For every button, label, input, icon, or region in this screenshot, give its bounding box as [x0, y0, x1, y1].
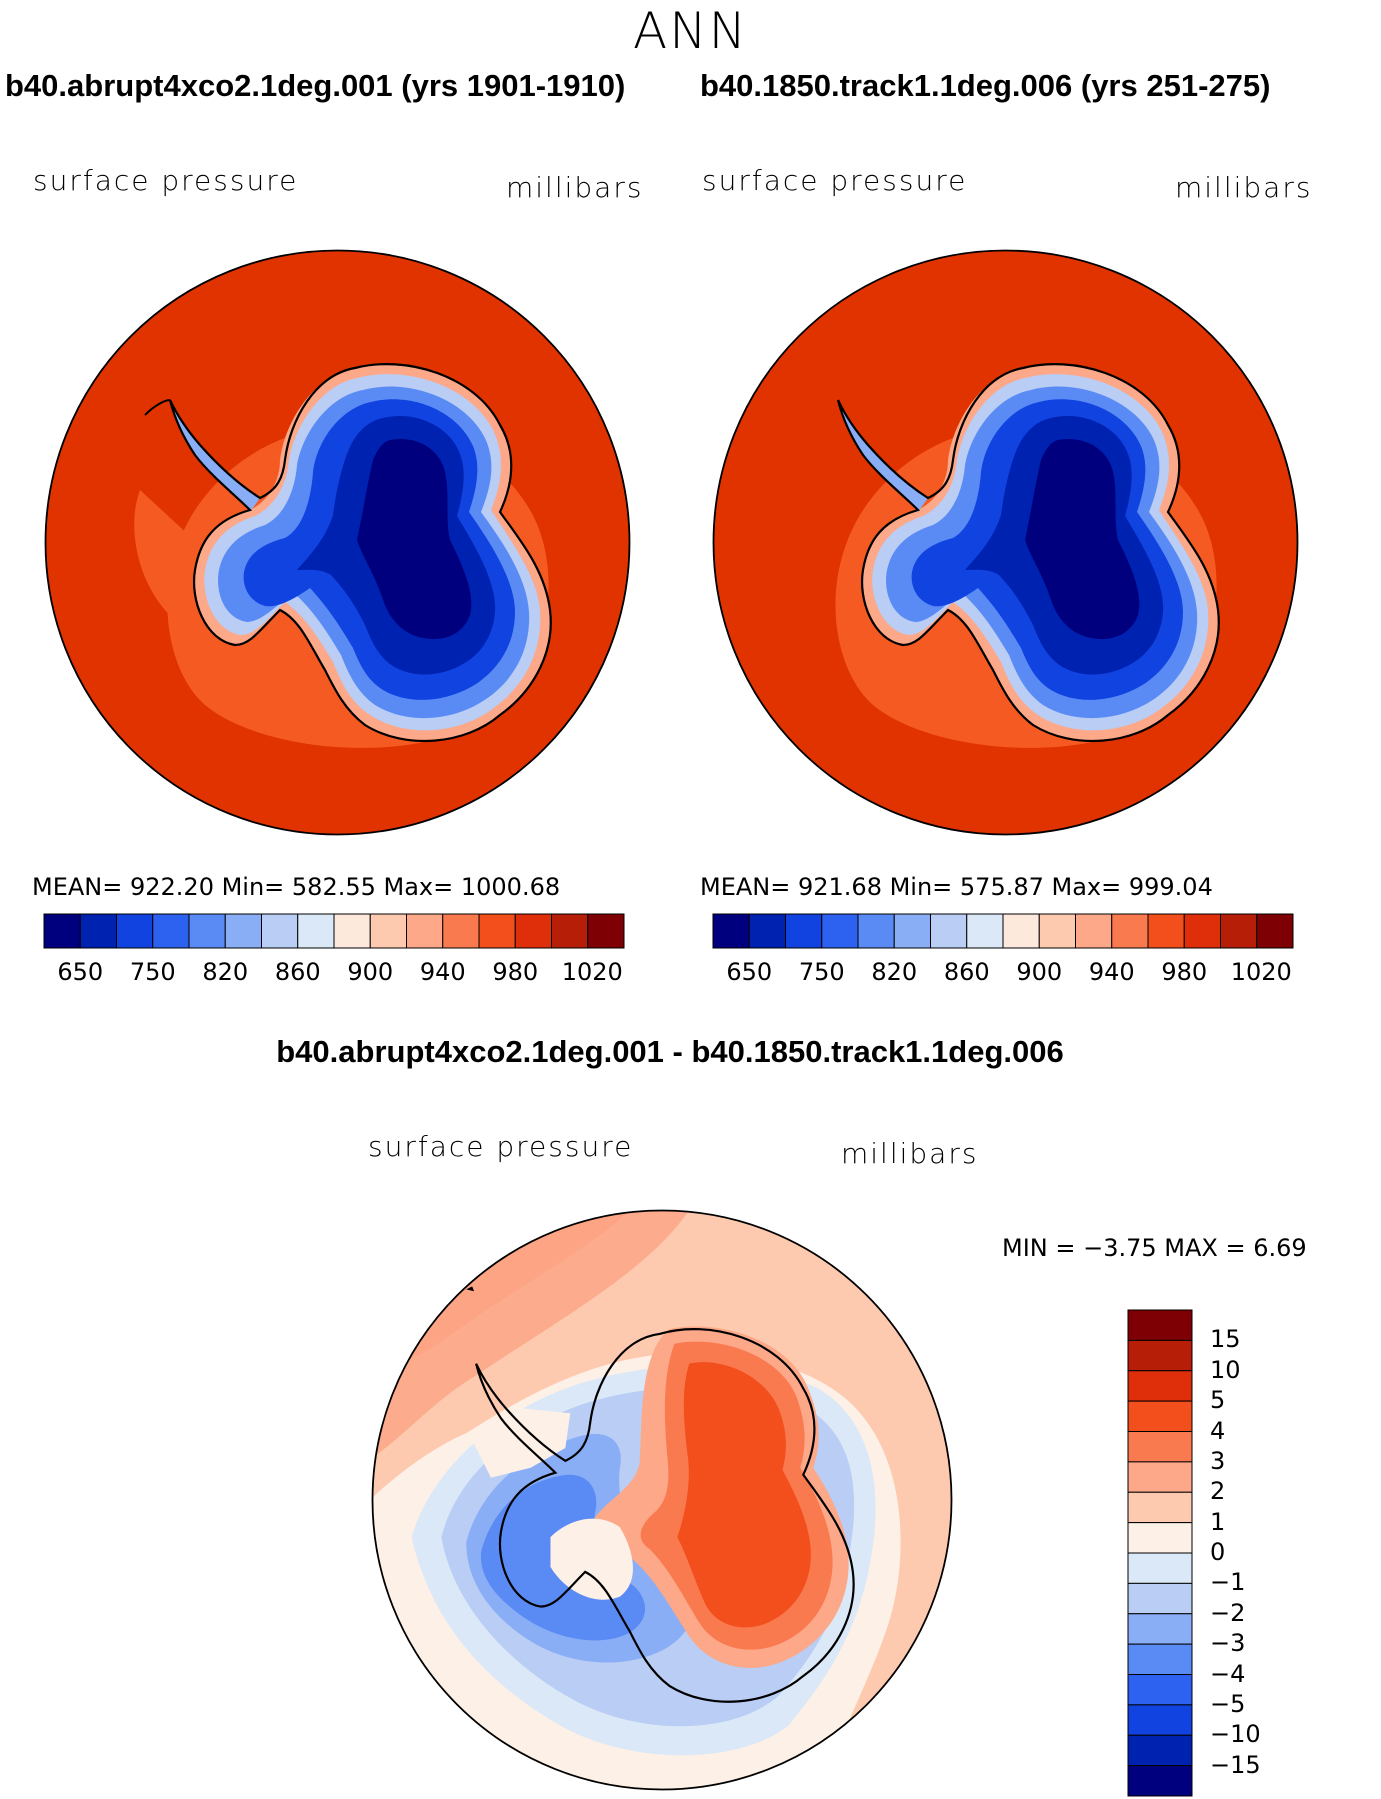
diff-colorbar-swatch	[1127, 1765, 1193, 1797]
panel2-polar-map	[712, 249, 1299, 836]
colorbar-swatch	[224, 913, 262, 949]
colorbar-tick-label: 750	[798, 958, 845, 986]
diff-colorbar-tick-label: −5	[1210, 1689, 1246, 1718]
colorbar-swatch	[857, 913, 895, 949]
colorbar-swatch	[966, 913, 1004, 949]
colorbar-tick-label: 980	[492, 958, 539, 986]
diff-colorbar-swatch	[1127, 1552, 1193, 1584]
colorbar-swatch	[748, 913, 786, 949]
season-title: ANN	[632, 2, 748, 60]
panel2-stats: MEAN= 921.68 Min= 575.87 Max= 999.04	[700, 873, 1213, 901]
colorbar-swatch	[1256, 913, 1294, 949]
colorbar-swatch	[930, 913, 968, 949]
colorbar-swatch	[152, 913, 190, 949]
diff-colorbar-swatch	[1127, 1734, 1193, 1767]
colorbar-tick-label: 1020	[1230, 958, 1292, 986]
colorbar-swatch	[478, 913, 516, 949]
diff-colorbar-swatch	[1127, 1309, 1193, 1341]
case2-title: b40.1850.track1.1deg.006 (yrs 251-275)	[700, 68, 1271, 103]
diff-colorbar-swatch	[1127, 1461, 1193, 1493]
diff-colorbar-swatch	[1127, 1582, 1193, 1615]
diff-colorbar-swatch	[1127, 1400, 1193, 1432]
diff-colorbar-tick-label: −10	[1210, 1720, 1261, 1749]
diff-colorbar-swatch	[1127, 1704, 1193, 1736]
colorbar-swatch	[1075, 913, 1113, 949]
colorbar-tick-label: 860	[274, 958, 321, 986]
colorbar-tick-label: 650	[57, 958, 104, 986]
diff-stats: MIN = −3.75 MAX = 6.69	[1002, 1234, 1307, 1262]
colorbar-tick-label: 1020	[561, 958, 623, 986]
colorbar-swatch	[116, 913, 154, 949]
colorbar-swatch	[712, 913, 750, 949]
panel1-units-label: millibars	[506, 171, 644, 204]
colorbar-swatch	[79, 913, 117, 949]
diff-colorbar-tick-label: 0	[1210, 1538, 1226, 1566]
diff-colorbar-tick-label: 3	[1210, 1446, 1226, 1475]
diff-colorbar-tick-label: 4	[1210, 1416, 1226, 1445]
colorbar-swatch	[1183, 913, 1221, 949]
diff-colorbar-tick-label: −15	[1210, 1750, 1261, 1779]
diff-colorbar-swatch	[1127, 1643, 1193, 1675]
difference-title: b40.abrupt4xco2.1deg.001 - b40.1850.trac…	[276, 1034, 1064, 1069]
diff-colorbar-swatch	[1127, 1522, 1193, 1554]
colorbar-tick-label: 820	[871, 958, 918, 986]
panel1-stats: MEAN= 922.20 Min= 582.55 Max= 1000.68	[32, 873, 561, 901]
colorbar-swatch	[406, 913, 444, 949]
panel1-variable-label: surface pressure	[33, 164, 299, 197]
colorbar-swatch	[442, 913, 480, 949]
diff-colorbar-tick-label: −3	[1210, 1629, 1246, 1658]
diff-colorbar-tick-label: 2	[1210, 1477, 1226, 1506]
panel2-colorbar	[712, 913, 1294, 949]
diff-colorbar-tick-label: −2	[1210, 1598, 1246, 1627]
diff-colorbar-tick-label: 5	[1210, 1386, 1226, 1415]
case1-title: b40.abrupt4xco2.1deg.001 (yrs 1901-1910)	[5, 68, 626, 103]
colorbar-tick-label: 820	[202, 958, 249, 986]
difference-polar-map	[371, 1209, 953, 1791]
colorbar-swatch	[587, 913, 625, 949]
colorbar-swatch	[893, 913, 931, 949]
colorbar-tick-label: 940	[419, 958, 466, 986]
colorbar-tick-label: 860	[943, 958, 990, 986]
colorbar-swatch	[514, 913, 552, 949]
colorbar-swatch	[188, 913, 226, 949]
colorbar-swatch	[369, 913, 407, 949]
colorbar-swatch	[261, 913, 299, 949]
diff-colorbar-swatch	[1127, 1431, 1193, 1463]
diff-colorbar-swatch	[1127, 1674, 1193, 1706]
diff-colorbar-swatch	[1127, 1491, 1193, 1524]
colorbar-swatch	[785, 913, 823, 949]
colorbar-tick-label: 750	[129, 958, 176, 986]
colorbar-swatch	[551, 913, 589, 949]
colorbar-swatch	[821, 913, 859, 949]
diff-colorbar-tick-label: 1	[1210, 1507, 1226, 1536]
panel1-colorbar	[43, 913, 625, 949]
colorbar-tick-label: 900	[347, 958, 394, 986]
diff-colorbar-tick-label: 15	[1210, 1325, 1241, 1354]
diff-colorbar-swatch	[1127, 1370, 1193, 1402]
colorbar-swatch	[1038, 913, 1076, 949]
colorbar-tick-label: 980	[1161, 958, 1208, 986]
colorbar-tick-label: 650	[726, 958, 773, 986]
colorbar-swatch	[1147, 913, 1185, 949]
diff-colorbar-swatch	[1127, 1613, 1193, 1645]
colorbar-tick-label: 940	[1088, 958, 1135, 986]
colorbar-swatch	[43, 913, 81, 949]
difference-colorbar	[1127, 1309, 1193, 1797]
diff-colorbar-tick-label: −4	[1210, 1659, 1246, 1688]
colorbar-swatch	[333, 913, 371, 949]
colorbar-swatch	[297, 913, 335, 949]
diff-colorbar-tick-label: 10	[1210, 1355, 1241, 1384]
diff-colorbar-tick-label: −1	[1210, 1568, 1246, 1597]
colorbar-tick-label: 900	[1016, 958, 1063, 986]
colorbar-swatch	[1002, 913, 1040, 949]
diff-colorbar-swatch	[1127, 1339, 1193, 1372]
diff-units-label: millibars	[841, 1137, 979, 1170]
colorbar-swatch	[1220, 913, 1258, 949]
panel2-variable-label: surface pressure	[702, 164, 968, 197]
panel2-units-label: millibars	[1175, 171, 1313, 204]
diff-variable-label: surface pressure	[368, 1130, 634, 1163]
colorbar-swatch	[1111, 913, 1149, 949]
panel1-polar-map	[44, 249, 631, 836]
